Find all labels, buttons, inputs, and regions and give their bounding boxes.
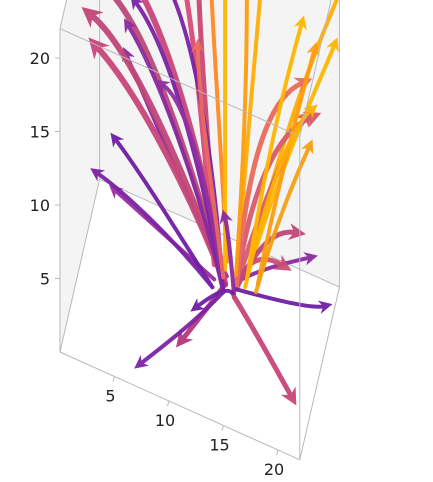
x-tick-label: 15 <box>209 436 229 455</box>
stream-line <box>234 287 333 314</box>
z-tick-label: 15 <box>30 123 50 142</box>
box-edge-1 <box>299 286 340 460</box>
x-tick-mark <box>276 449 279 456</box>
stream-line <box>123 18 226 295</box>
front-edges <box>59 0 340 461</box>
stream-line <box>235 0 262 269</box>
box-edge-0 <box>59 351 301 461</box>
x-tick-mark <box>221 425 224 431</box>
z-tick-label: 10 <box>30 196 50 215</box>
stream-line <box>110 132 215 290</box>
stream-line <box>234 0 249 277</box>
stream-line <box>90 168 215 290</box>
x-tick-label: 20 <box>264 460 284 479</box>
stream-line <box>244 15 307 282</box>
z-tick-label: 20 <box>30 49 50 68</box>
back-face-left <box>60 0 100 352</box>
stream-line <box>155 79 226 295</box>
x-tick-label: 10 <box>155 411 175 430</box>
box-edge-5 <box>299 0 332 137</box>
box-edge-4 <box>59 28 301 137</box>
back-edge-1 <box>59 179 101 353</box>
stream-line <box>191 38 226 280</box>
streams <box>81 0 339 406</box>
stream-line <box>254 139 314 295</box>
stream-line <box>190 288 237 312</box>
tick-labels: 510152051015205101520 <box>30 49 285 479</box>
stream-line <box>233 77 313 292</box>
x-tick-label: 5 <box>105 387 115 406</box>
stream-line <box>231 294 297 406</box>
stream-line <box>243 104 318 290</box>
z-tick-label: 5 <box>40 270 50 289</box>
stream-line <box>219 209 237 299</box>
x-tick-mark <box>167 400 170 407</box>
stream-line <box>134 290 226 369</box>
x-tick-mark <box>112 376 115 382</box>
